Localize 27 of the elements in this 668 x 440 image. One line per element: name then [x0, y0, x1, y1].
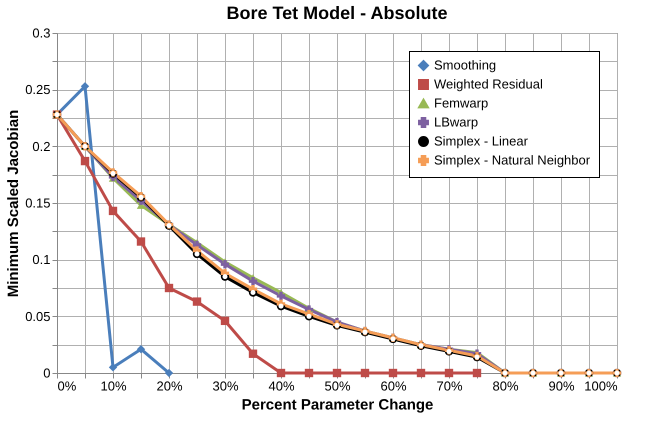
y-tick-label: 0.15 — [25, 196, 50, 210]
x-tick-label: 40% — [268, 378, 295, 394]
x-tick-label: 0% — [58, 378, 77, 394]
y-tick-label: 0 — [43, 366, 50, 380]
y-tick-label: 0.3 — [32, 26, 50, 40]
x-tick-label: 80% — [492, 378, 519, 394]
y-tick-label: 0.05 — [25, 308, 50, 324]
legend-label: Simplex - Linear — [434, 134, 529, 148]
y-axis-title: Minimum Scaled Jacobian — [5, 110, 22, 298]
chart-title: Bore Tet Model - Absolute — [226, 3, 448, 23]
legend-label: Smoothing — [434, 58, 496, 72]
x-tick-label: 90% — [548, 378, 575, 394]
legend-label: Femwarp — [434, 96, 488, 110]
y-tick-label: 0.2 — [32, 138, 50, 154]
legend-label: Simplex - Natural Neighbor — [434, 152, 591, 168]
x-tick-label: 10% — [100, 378, 127, 394]
x-tick-label: 60% — [380, 378, 407, 394]
y-tick-label: 0.25 — [25, 82, 50, 98]
x-tick-label: 100% — [584, 378, 618, 394]
y-tick-label: 0.1 — [32, 252, 50, 268]
legend-label: LBwarp — [434, 114, 478, 130]
x-axis-title: Percent Parameter Change — [242, 396, 434, 414]
legend-label: Weighted Residual — [434, 76, 543, 92]
x-tick-label: 20% — [156, 378, 183, 394]
x-tick-label: 50% — [324, 378, 351, 394]
x-tick-label: 30% — [212, 378, 239, 394]
x-tick-label: 70% — [436, 378, 463, 394]
